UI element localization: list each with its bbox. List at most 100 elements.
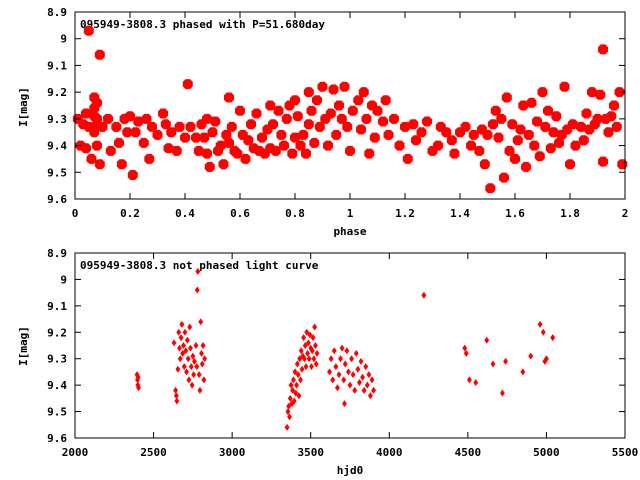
phased-data-point xyxy=(488,119,498,130)
unphased-data-point xyxy=(181,342,186,349)
unphased-data-point xyxy=(336,371,342,379)
phased-data-point xyxy=(133,116,144,127)
phased-data-point xyxy=(270,145,281,156)
unphased-data-point xyxy=(341,376,347,384)
unphased-data-point xyxy=(339,344,345,352)
phased-data-point xyxy=(378,116,388,127)
phased-data-point xyxy=(147,121,157,132)
unphased-data-point xyxy=(184,336,190,344)
phased-x-tick-label: 0.8 xyxy=(285,207,305,220)
phased-data-point xyxy=(490,105,501,116)
phased-data-point xyxy=(185,121,196,132)
phased-data-point xyxy=(493,132,504,143)
phased-data-point xyxy=(515,124,526,135)
unphased-data-point xyxy=(194,363,200,371)
phased-data-point xyxy=(603,127,614,138)
phased-data-point xyxy=(122,127,133,138)
phased-data-point xyxy=(273,105,284,116)
phased-data-point xyxy=(92,140,102,151)
unphased-data-point xyxy=(182,328,188,336)
phased-data-point xyxy=(543,105,553,116)
unphased-x-tick-label: 2000 xyxy=(62,446,89,459)
phased-data-point xyxy=(510,153,520,164)
phased-data-point xyxy=(474,145,485,156)
unphased-data-point xyxy=(490,360,496,368)
phased-data-point xyxy=(303,87,314,98)
unphased-data-point xyxy=(421,291,427,299)
phased-data-point xyxy=(534,151,545,162)
unphased-data-point xyxy=(186,376,192,384)
phased-data-point xyxy=(402,153,413,164)
unphased-data-point xyxy=(544,355,549,363)
phased-data-point xyxy=(207,127,218,138)
phased-data-point xyxy=(224,92,234,103)
unphased-data-point xyxy=(358,357,364,365)
unphased-x-tick-label: 5000 xyxy=(533,446,560,459)
phased-data-point xyxy=(290,95,300,106)
phased-data-point xyxy=(204,161,215,172)
phased-y-axis-label: I[mag] xyxy=(17,87,30,127)
unphased-data-point xyxy=(305,339,311,347)
unphased-data-point xyxy=(330,376,336,384)
phased-data-point xyxy=(290,132,300,143)
unphased-data-point xyxy=(313,360,319,368)
phased-data-point xyxy=(466,140,476,151)
phased-data-point xyxy=(598,44,608,55)
phased-data-point xyxy=(265,100,276,111)
unphased-y-tick-label: 9.2 xyxy=(47,326,67,339)
phased-x-tick-label: 0.2 xyxy=(120,207,140,220)
phased-data-point xyxy=(215,140,226,151)
phased-data-point xyxy=(570,140,581,151)
phased-data-point xyxy=(504,145,515,156)
phased-data-point xyxy=(103,113,113,124)
unphased-x-axis-label: hjd0 xyxy=(337,464,364,477)
phased-data-point xyxy=(226,121,237,132)
phased-data-point xyxy=(576,121,586,132)
phased-data-point xyxy=(578,135,589,146)
unphased-data-point xyxy=(500,389,505,397)
phased-data-point xyxy=(202,113,212,124)
unphased-data-point xyxy=(197,386,203,394)
phased-data-point xyxy=(449,148,460,159)
phased-data-point xyxy=(295,140,306,151)
unphased-data-point xyxy=(303,363,309,371)
phased-data-point xyxy=(221,129,232,140)
phased-data-point xyxy=(347,105,358,116)
unphased-data-point xyxy=(307,331,313,339)
phased-data-point xyxy=(595,89,606,100)
phased-x-tick-label: 0.4 xyxy=(175,207,195,220)
unphased-data-points xyxy=(134,268,556,431)
unphased-data-point xyxy=(302,355,307,363)
unphased-axis-ticks: 2000 2500 3000 3500 4000 4500 5000 5500 8.9 9 9.1 9… xyxy=(47,247,638,459)
unphased-data-point xyxy=(462,344,468,352)
unphased-data-point xyxy=(371,386,376,394)
unphased-data-point xyxy=(201,376,207,384)
phased-data-point xyxy=(389,113,399,124)
unphased-data-point xyxy=(297,355,303,363)
phased-data-point xyxy=(328,84,339,95)
unphased-data-point xyxy=(171,339,177,347)
phased-data-point xyxy=(158,108,168,119)
phased-x-tick-label: 0.6 xyxy=(230,207,250,220)
unphased-data-point xyxy=(287,394,293,402)
unphased-data-point xyxy=(284,423,290,431)
unphased-data-point xyxy=(293,389,299,397)
unphased-data-point xyxy=(360,373,365,381)
unphased-data-point xyxy=(368,392,373,400)
unphased-data-point xyxy=(183,347,189,355)
phased-x-axis-label: phase xyxy=(333,225,366,238)
unphased-data-point xyxy=(308,344,314,352)
phased-data-point xyxy=(400,121,410,132)
phased-data-point xyxy=(81,143,91,154)
unphased-x-tick-label: 4000 xyxy=(376,446,403,459)
phased-data-point xyxy=(609,100,619,111)
unphased-data-point xyxy=(194,286,200,294)
unphased-data-point xyxy=(306,355,312,363)
phased-data-point xyxy=(611,121,622,132)
unphased-data-point xyxy=(484,336,490,344)
unphased-data-point xyxy=(353,349,359,357)
unphased-data-point xyxy=(202,355,208,363)
phased-data-point xyxy=(193,145,204,156)
phased-data-point xyxy=(518,100,529,111)
phased-data-point xyxy=(468,129,479,140)
